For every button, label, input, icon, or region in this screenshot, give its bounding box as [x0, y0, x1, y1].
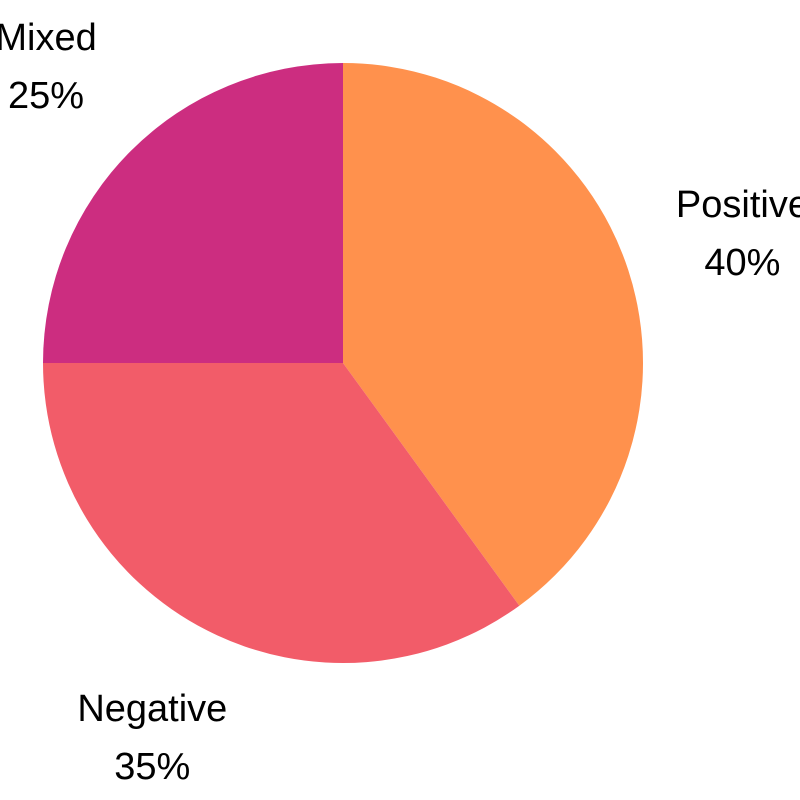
slice-label-mixed: Mixed — [0, 17, 97, 59]
labels-layer: Positive 40% Negative 35% Mixed 25% — [0, 17, 800, 788]
pie-slice-negative — [43, 363, 520, 664]
slice-value-mixed: 25% — [8, 75, 84, 117]
pie-slice-positive — [343, 63, 644, 606]
slice-label-negative: Negative — [77, 688, 227, 730]
pie-slice-mixed — [43, 63, 343, 363]
slice-value-negative: 35% — [114, 746, 190, 788]
slice-value-positive: 40% — [704, 242, 780, 284]
slice-label-positive: Positive — [676, 184, 800, 226]
slices-layer — [43, 63, 644, 664]
